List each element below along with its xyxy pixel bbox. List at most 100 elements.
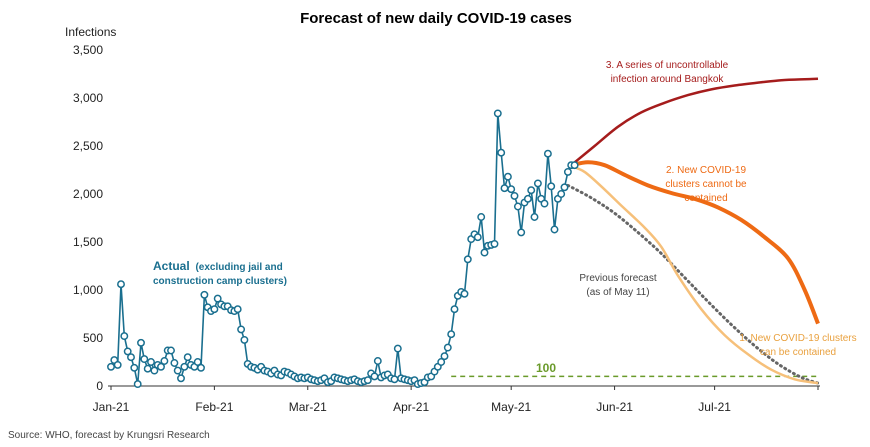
actual-point [557, 190, 566, 198]
actual-point [240, 335, 249, 344]
actual-point [563, 167, 572, 176]
actual-markers [107, 109, 579, 389]
actual-label-note-2: construction camp clusters) [153, 276, 287, 287]
actual-point [500, 184, 509, 193]
actual-point [503, 172, 512, 181]
actual-label-note: (excluding jail and [195, 262, 282, 273]
actual-point [437, 358, 446, 366]
actual-point [493, 109, 502, 118]
actual-point [510, 191, 519, 200]
actual-point [200, 290, 209, 299]
actual-point [547, 182, 556, 191]
scenario3-label-1: 3. A series of uncontrollable [606, 60, 729, 71]
threshold-label: 100 [536, 361, 556, 375]
actual-point [440, 352, 449, 361]
actual-point [550, 225, 559, 234]
actual-point [460, 289, 469, 298]
actual-point [123, 347, 132, 356]
y-tick-label: 500 [83, 331, 103, 345]
actual-point [463, 255, 472, 264]
actual-point [143, 364, 152, 373]
actual-point [170, 359, 179, 367]
actual-point [130, 363, 139, 372]
y-tick-label: 1,500 [73, 235, 103, 249]
x-axis-ticks: Jan-21 Feb-21 Mar-21 Apr-21 May-21 Jun-21 Jul-… [93, 386, 819, 414]
svg-text:Actual (excluding jail and: Actual (excluding jail and [153, 259, 283, 273]
actual-point [160, 357, 169, 365]
actual-point [177, 374, 185, 383]
actual-point [370, 372, 379, 381]
previous-forecast-label-2: (as of May 11) [586, 287, 649, 298]
actual-point [560, 183, 569, 192]
actual-point [147, 358, 155, 366]
actual-point [173, 366, 182, 375]
actual-point [113, 360, 122, 369]
actual-point [107, 362, 115, 371]
scenario2-label-3: contained [684, 193, 727, 204]
actual-point [450, 305, 459, 314]
x-tick-label: May-21 [491, 400, 531, 414]
actual-point [180, 362, 189, 371]
actual-point [137, 338, 145, 347]
actual-point [197, 363, 205, 372]
scenario1-label-1: 1. New COVID-19 clusters [739, 333, 856, 344]
actual-point [523, 194, 532, 203]
actual-point [497, 148, 506, 157]
y-tick-label: 2,500 [73, 139, 103, 153]
actual-point [527, 186, 536, 195]
series-layer [110, 77, 820, 386]
actual-point [540, 199, 549, 208]
actual-point [447, 330, 456, 339]
source-note: Source: WHO, forecast by Krungsri Resear… [8, 430, 210, 441]
actual-point [363, 376, 372, 385]
actual-point [183, 353, 192, 362]
actual-point [393, 344, 402, 353]
y-tick-label: 3,500 [73, 43, 103, 57]
scenario1-label-2: can be contained [760, 347, 836, 358]
y-axis-ticks: 0 500 1,000 1,500 2,000 2,500 3,000 3,500 [73, 43, 103, 393]
actual-label: Actual [153, 259, 190, 273]
actual-point [543, 149, 552, 158]
actual-point [477, 213, 486, 221]
actual-point [237, 325, 246, 334]
y-tick-label: 1,000 [73, 283, 103, 297]
actual-point [133, 380, 142, 389]
actual-point [210, 305, 219, 314]
x-tick-label: Feb-21 [195, 400, 233, 414]
y-axis-title: Infections [65, 25, 116, 39]
actual-point [150, 366, 159, 375]
x-tick-label: Apr-21 [393, 400, 429, 414]
scenario2-label-1: 2. New COVID-19 [666, 165, 746, 176]
scenario3-line [570, 77, 819, 167]
previous-forecast-line [566, 183, 820, 385]
x-tick-label: Jun-21 [596, 400, 633, 414]
actual-point [490, 239, 499, 248]
actual-point [513, 202, 522, 211]
actual-point [213, 294, 222, 303]
actual-point [473, 233, 482, 242]
y-tick-label: 2,000 [73, 187, 103, 201]
scenario2-line [570, 160, 820, 325]
actual-point [193, 358, 202, 366]
chart-title: Forecast of new daily COVID-19 cases [300, 10, 572, 27]
scenario2-label-2: clusters cannot be [665, 179, 747, 190]
actual-point [480, 248, 489, 257]
actual-point [390, 375, 399, 384]
actual-point [157, 362, 165, 371]
actual-point [533, 179, 542, 188]
actual-point [127, 353, 135, 362]
x-tick-label: Jul-21 [698, 400, 731, 414]
actual-point [167, 346, 175, 355]
scenario3-label-2: infection around Bangkok [611, 74, 725, 85]
actual-line [110, 113, 575, 386]
scenario1-line [570, 165, 819, 385]
x-tick-label: Mar-21 [289, 400, 327, 414]
actual-point [140, 355, 149, 364]
x-tick-label: Jan-21 [93, 400, 130, 414]
previous-forecast-label-1: Previous forecast [579, 273, 656, 284]
actual-point [373, 357, 382, 365]
actual-point [443, 343, 452, 352]
actual-point [530, 213, 539, 221]
y-tick-label: 0 [96, 379, 103, 393]
